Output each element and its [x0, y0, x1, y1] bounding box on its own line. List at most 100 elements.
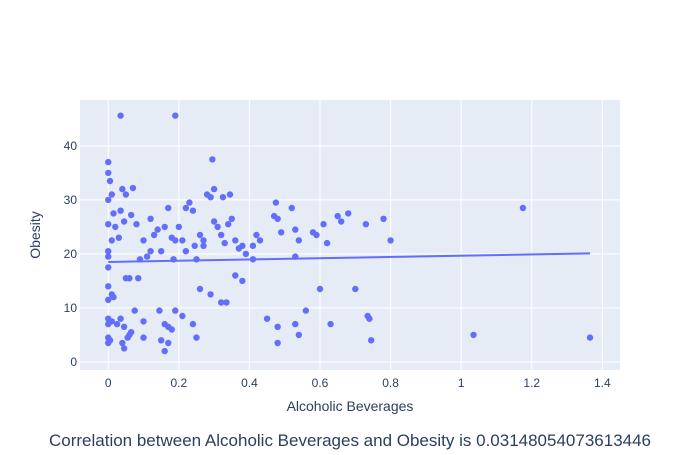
data-point	[200, 242, 207, 249]
data-point	[217, 231, 225, 239]
data-point	[191, 242, 198, 249]
data-point	[131, 307, 138, 314]
data-point	[108, 237, 115, 244]
data-point	[274, 323, 281, 330]
data-point	[165, 339, 172, 347]
data-point	[105, 296, 112, 303]
data-points	[105, 112, 594, 355]
data-point	[219, 194, 227, 201]
plot-area	[80, 100, 620, 370]
data-point	[120, 345, 128, 352]
data-point	[105, 264, 112, 271]
data-point	[105, 253, 112, 260]
data-point	[172, 112, 179, 119]
data-point	[210, 218, 218, 225]
y-tick-label: 30	[64, 193, 78, 207]
data-point	[105, 196, 112, 204]
data-point	[172, 307, 179, 314]
data-point	[133, 221, 140, 228]
data-point	[223, 299, 230, 306]
data-point	[127, 329, 135, 336]
data-point	[126, 275, 133, 282]
x-tick-label: 0	[105, 376, 112, 390]
data-point	[292, 320, 299, 328]
data-point	[106, 177, 114, 185]
data-point	[172, 237, 179, 244]
data-point	[182, 248, 190, 255]
data-point	[105, 248, 112, 255]
data-point	[387, 237, 394, 244]
data-point	[249, 242, 257, 249]
data-point	[124, 334, 131, 341]
data-point	[110, 210, 117, 217]
data-point	[140, 334, 147, 341]
data-point	[586, 334, 594, 341]
data-point	[120, 218, 128, 225]
data-point	[519, 204, 527, 212]
data-point	[345, 210, 352, 217]
x-tick-label: 0.6	[312, 376, 329, 390]
y-tick-label: 0	[70, 355, 77, 369]
data-point	[302, 307, 310, 314]
data-point	[147, 215, 154, 222]
data-point	[157, 337, 165, 344]
data-point	[105, 283, 112, 290]
data-point	[119, 339, 126, 347]
data-point	[256, 237, 264, 244]
data-point	[200, 237, 207, 244]
data-point	[119, 185, 126, 193]
y-tick-label: 20	[64, 247, 78, 261]
x-tick-label: 1	[458, 376, 465, 390]
data-point	[253, 231, 260, 239]
data-point	[189, 320, 197, 328]
data-point	[140, 318, 147, 325]
data-point	[217, 299, 225, 306]
data-point	[193, 334, 200, 341]
data-point	[179, 312, 186, 320]
data-point	[207, 291, 214, 298]
data-point	[196, 231, 204, 239]
data-point	[239, 277, 246, 285]
data-point	[165, 204, 172, 212]
chart-caption: Correlation between Alcoholic Beverages …	[49, 431, 651, 450]
data-point	[232, 272, 239, 279]
data-point	[277, 229, 285, 236]
data-point	[115, 234, 123, 241]
data-point	[337, 218, 345, 225]
data-point	[207, 194, 214, 201]
data-point	[105, 169, 112, 177]
data-point	[274, 339, 281, 347]
data-point	[143, 253, 151, 260]
data-point	[334, 212, 341, 220]
data-point	[105, 339, 112, 347]
y-tick-labels: 0 10 20 30 40	[64, 139, 78, 369]
data-point	[189, 207, 197, 214]
data-point	[228, 215, 235, 222]
data-point	[295, 237, 303, 244]
x-axis-title: Alcoholic Beverages	[287, 398, 414, 414]
data-point	[157, 248, 165, 255]
data-point	[117, 112, 124, 119]
data-point	[470, 331, 477, 339]
x-tick-label: 1.4	[594, 376, 611, 390]
data-point	[380, 215, 387, 222]
data-point	[161, 347, 168, 355]
data-point	[295, 331, 303, 339]
data-point	[288, 204, 295, 212]
data-point	[127, 211, 135, 219]
trendline-path	[108, 252, 591, 263]
data-point	[147, 248, 154, 255]
data-point	[366, 315, 373, 322]
data-point	[117, 207, 124, 214]
data-point	[168, 326, 175, 333]
data-point	[327, 320, 334, 328]
data-point	[196, 285, 204, 293]
data-point	[313, 231, 320, 239]
data-point	[362, 221, 370, 228]
data-point	[226, 191, 234, 198]
data-point	[117, 315, 124, 322]
data-point	[113, 320, 121, 328]
data-point	[161, 223, 168, 231]
